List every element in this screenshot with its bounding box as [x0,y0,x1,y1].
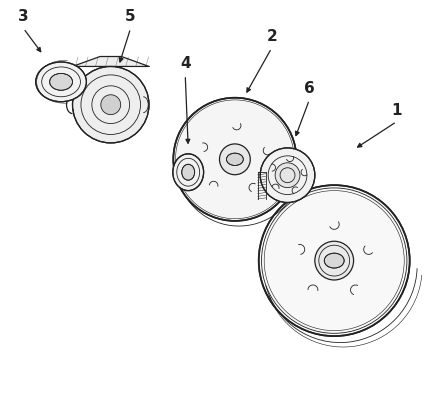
Circle shape [173,98,297,221]
Text: 5: 5 [125,9,136,24]
Text: 2: 2 [266,29,277,44]
Text: 1: 1 [392,103,402,118]
Text: 3: 3 [18,9,28,24]
Polygon shape [73,56,149,66]
Text: 6: 6 [304,81,315,96]
Text: 4: 4 [180,56,191,71]
Circle shape [73,66,149,143]
Ellipse shape [173,154,204,191]
Ellipse shape [49,73,73,90]
Circle shape [260,148,315,202]
Circle shape [315,241,353,280]
Circle shape [101,95,121,115]
Circle shape [219,144,250,175]
Circle shape [275,163,300,188]
Ellipse shape [182,164,194,180]
Circle shape [259,185,410,336]
Ellipse shape [36,62,86,102]
Ellipse shape [324,253,344,268]
Ellipse shape [226,153,244,166]
